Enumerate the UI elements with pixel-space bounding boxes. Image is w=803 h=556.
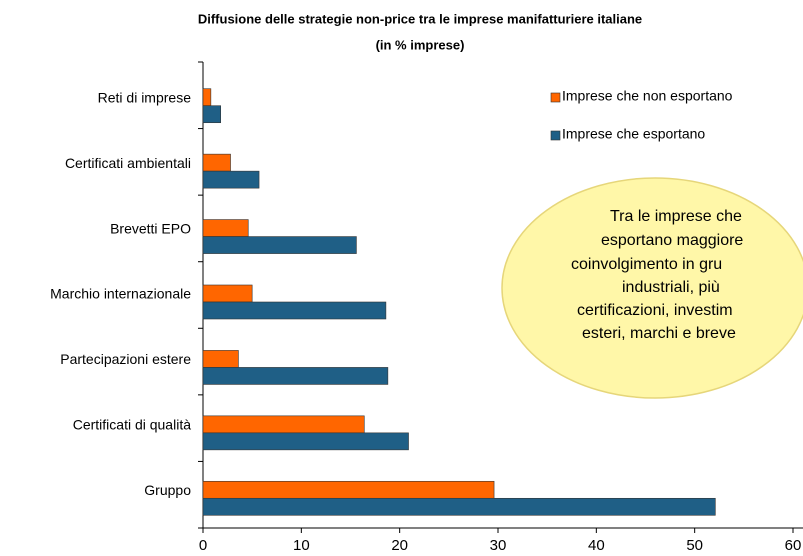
annotation-line: esportano maggiore — [601, 232, 743, 249]
legend-swatch — [550, 92, 561, 103]
bar — [202, 219, 249, 237]
y-tick-label: Gruppo — [144, 482, 191, 498]
y-tick-label: Partecipazioni estere — [60, 351, 191, 367]
bar — [202, 236, 357, 254]
bar — [202, 432, 409, 451]
bar — [202, 284, 253, 303]
legend-label: Imprese che esportano — [562, 126, 705, 142]
bar — [202, 415, 365, 434]
y-tick-label: Reti di imprese — [98, 89, 192, 105]
y-tick-label: Certificati di qualità — [73, 417, 191, 433]
x-tick-label: 10 — [293, 537, 310, 554]
x-tick-label: 30 — [490, 537, 507, 554]
bar — [202, 170, 260, 189]
bar — [202, 105, 222, 124]
y-tick-label: Certificati ambientali — [65, 155, 191, 171]
annotation-line: industriali, più — [622, 279, 720, 296]
bar — [202, 497, 716, 516]
annotation-line: esteri, marchi e breve — [582, 325, 736, 342]
x-tick-label: 50 — [686, 537, 703, 554]
x-tick-label: 40 — [588, 537, 605, 554]
y-tick-label: Brevetti EPO — [110, 220, 191, 236]
chart-title: Diffusione delle strategie non-price tra… — [198, 11, 642, 26]
annotation-line: coinvolgimento in gru — [571, 256, 722, 273]
bar — [202, 88, 212, 107]
x-tick-label: 0 — [199, 537, 207, 554]
bar — [202, 480, 495, 499]
annotation-line: certificazioni, investim — [577, 302, 733, 319]
bar — [202, 350, 239, 368]
annotation-bubble — [501, 177, 803, 399]
bar — [202, 367, 389, 385]
annotation-line: Tra le imprese che — [610, 208, 742, 225]
x-tick-label: 60 — [785, 537, 802, 554]
y-tick-label: Marchio internazionale — [50, 286, 191, 302]
chart-subtitle: (in % imprese) — [376, 37, 465, 52]
bar — [202, 153, 231, 172]
x-tick-label: 20 — [391, 537, 408, 554]
bar — [202, 301, 387, 320]
legend-swatch — [550, 130, 561, 141]
legend-label: Imprese che non esportano — [562, 88, 733, 104]
